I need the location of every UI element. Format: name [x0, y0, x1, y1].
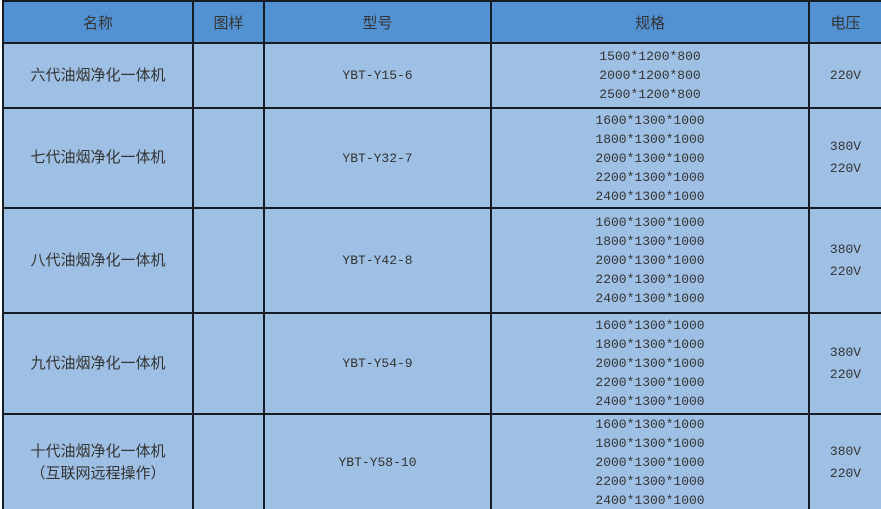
spec-line: 2000*1300*1000: [595, 455, 705, 470]
spec-line: 2400*1300*1000: [595, 291, 705, 306]
table-row: 十代油烟净化一体机 （互联网远程操作） YBT-Y58-10 1600*1300…: [2, 413, 881, 509]
header-model: 型号: [263, 0, 492, 44]
voltage-value: 380V: [829, 139, 862, 154]
sample-image-cell: [192, 42, 265, 109]
spec-line: 2200*1300*1000: [595, 169, 705, 185]
spec-line: 1500*1200*800: [599, 49, 701, 64]
table-row: 七代油烟净化一体机 YBT-Y32-7 1600*1300*1000 1800*…: [2, 107, 881, 209]
voltage-value: 220V: [829, 366, 862, 382]
voltage-value: 220V: [829, 263, 862, 279]
spec-line: 2200*1300*1000: [595, 375, 705, 390]
table-row: 九代油烟净化一体机 YBT-Y54-9 1600*1300*1000 1800*…: [2, 312, 881, 415]
voltage-cell: 380V 220V: [808, 413, 881, 509]
spec-cell: 1600*1300*1000 1800*1300*1000 2000*1300*…: [490, 413, 810, 509]
spec-line: 1600*1300*1000: [595, 215, 705, 230]
spec-line: 2400*1300*1000: [595, 493, 705, 508]
model-cell: YBT-Y42-8: [263, 207, 492, 314]
voltage-value: 220V: [829, 161, 862, 176]
name-cell: 十代油烟净化一体机 （互联网远程操作）: [2, 413, 194, 509]
name-cell: 九代油烟净化一体机: [2, 312, 194, 415]
spec-line: 1800*1300*1000: [595, 337, 705, 352]
spec-cell: 1600*1300*1000 1800*1300*1000 2000*1300*…: [490, 312, 810, 415]
product-name: 六代油烟净化一体机: [30, 66, 166, 84]
voltage-value: 380V: [829, 241, 862, 257]
voltage-cell: 220V: [808, 42, 881, 109]
header-spec: 规格: [490, 0, 810, 44]
spec-cell: 1500*1200*800 2000*1200*800 2500*1200*80…: [490, 42, 810, 109]
spec-line: 2500*1200*800: [599, 87, 701, 102]
sample-image-cell: [192, 413, 265, 509]
spec-line: 2200*1300*1000: [595, 272, 705, 287]
voltage-value: 380V: [829, 344, 862, 360]
table-row: 六代油烟净化一体机 YBT-Y15-6 1500*1200*800 2000*1…: [2, 42, 881, 109]
product-name: 九代油烟净化一体机: [30, 354, 166, 372]
model-cell: YBT-Y58-10: [263, 413, 492, 509]
spec-line: 1600*1300*1000: [595, 318, 705, 333]
header-sample: 图样: [192, 0, 265, 44]
sample-image-cell: [192, 107, 265, 209]
spec-line: 2000*1300*1000: [595, 356, 705, 371]
product-name: 八代油烟净化一体机: [30, 251, 166, 269]
voltage-value: 380V: [829, 443, 862, 459]
spec-cell: 1600*1300*1000 1800*1300*1000 2000*1300*…: [490, 207, 810, 314]
spec-line: 1600*1300*1000: [595, 112, 705, 128]
spec-line: 2000*1200*800: [599, 68, 701, 83]
voltage-value: 220V: [829, 67, 862, 83]
spec-line: 1800*1300*1000: [595, 131, 705, 147]
name-cell: 八代油烟净化一体机: [2, 207, 194, 314]
voltage-cell: 380V 220V: [808, 107, 881, 209]
spec-cell: 1600*1300*1000 1800*1300*1000 2000*1300*…: [490, 107, 810, 209]
model-cell: YBT-Y15-6: [263, 42, 492, 109]
spec-line: 2200*1300*1000: [595, 474, 705, 489]
name-cell: 七代油烟净化一体机: [2, 107, 194, 209]
spec-line: 1800*1300*1000: [595, 234, 705, 249]
spec-line: 2000*1300*1000: [595, 253, 705, 268]
product-name: 七代油烟净化一体机: [30, 149, 166, 166]
spec-line: 2400*1300*1000: [595, 394, 705, 409]
spec-line: 2400*1300*1000: [595, 188, 705, 204]
spec-line: 2000*1300*1000: [595, 150, 705, 166]
table-row: 八代油烟净化一体机 YBT-Y42-8 1600*1300*1000 1800*…: [2, 207, 881, 314]
voltage-cell: 380V 220V: [808, 312, 881, 415]
header-name: 名称: [2, 0, 194, 44]
model-cell: YBT-Y54-9: [263, 312, 492, 415]
model-cell: YBT-Y32-7: [263, 107, 492, 209]
voltage-cell: 380V 220V: [808, 207, 881, 314]
product-name: 十代油烟净化一体机: [30, 442, 166, 460]
header-voltage: 电压: [808, 0, 881, 44]
sample-image-cell: [192, 207, 265, 314]
product-name-note: （互联网远程操作）: [30, 464, 166, 482]
spec-line: 1800*1300*1000: [595, 436, 705, 451]
sample-image-cell: [192, 312, 265, 415]
table-header-row: 名称 图样 型号 规格 电压: [2, 0, 881, 44]
voltage-value: 220V: [829, 465, 862, 481]
name-cell: 六代油烟净化一体机: [2, 42, 194, 109]
spec-line: 1600*1300*1000: [595, 417, 705, 432]
